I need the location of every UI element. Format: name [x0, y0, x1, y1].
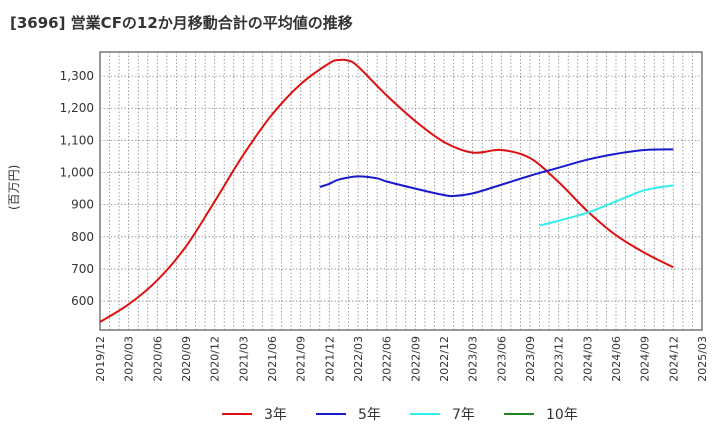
x-tick-label: 2021/03: [237, 336, 250, 382]
y-tick-label: 1,100: [60, 133, 94, 147]
series-line-3年: [99, 58, 674, 323]
legend-label: 3年: [264, 407, 287, 423]
y-tick-label: 900: [71, 198, 94, 212]
y-tick-label: 800: [71, 230, 94, 244]
x-tick-label: 2024/12: [667, 336, 680, 382]
x-tick-label: 2020/09: [180, 336, 193, 382]
y-tick-label: 1,300: [60, 69, 94, 83]
x-tick-label: 2023/03: [467, 336, 480, 382]
y-tick-label: 1,200: [60, 101, 94, 115]
x-tick-label: 2022/09: [409, 336, 422, 382]
x-tick-label: 2025/03: [696, 336, 709, 382]
series-line-5年: [319, 148, 674, 198]
x-tick-label: 2024/06: [610, 336, 623, 382]
x-tick-label: 2022/03: [352, 336, 365, 382]
y-tick-label: 600: [71, 294, 94, 308]
x-tick-label: 2019/12: [94, 336, 107, 382]
x-tick-label: 2023/09: [524, 336, 537, 382]
x-tick-label: 2023/06: [495, 336, 508, 382]
x-tick-label: 2021/12: [323, 336, 336, 382]
legend-label: 7年: [452, 407, 475, 423]
x-tick-label: 2023/12: [553, 336, 566, 382]
x-tick-label: 2024/03: [581, 336, 594, 382]
y-tick-label: 1,000: [60, 166, 94, 180]
x-tick-label: 2021/09: [295, 336, 308, 382]
x-tick-label: 2024/09: [639, 336, 652, 382]
x-tick-label: 2022/12: [438, 336, 451, 382]
x-tick-label: 2022/06: [381, 336, 394, 382]
x-tick-label: 2020/12: [209, 336, 222, 382]
legend-label: 10年: [546, 407, 578, 423]
series-line-7年: [539, 184, 674, 227]
y-tick-label: 700: [71, 262, 94, 276]
plot-area: [99, 51, 703, 331]
legend-label: 5年: [358, 407, 381, 423]
x-tick-label: 2020/06: [151, 336, 164, 382]
x-tick-label: 2020/03: [123, 336, 136, 382]
chart-title: [3696] 営業CFの12か月移動合計の平均値の推移: [10, 14, 353, 32]
x-tick-label: 2021/06: [266, 336, 279, 382]
